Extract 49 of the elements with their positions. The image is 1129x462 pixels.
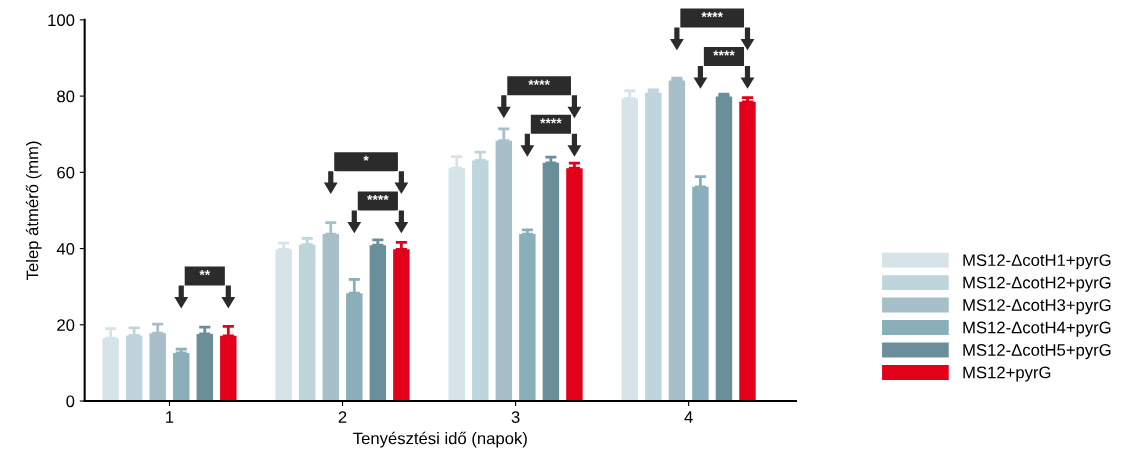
- x-tick-label: 1: [166, 411, 174, 423]
- bar: [495, 140, 513, 402]
- x-tick-label: 3: [511, 411, 520, 423]
- bar: [102, 338, 119, 402]
- bar: [346, 293, 363, 402]
- annotation: ****: [528, 79, 550, 86]
- bar: [220, 335, 237, 402]
- y-axis-title: Telep átmérő (mm): [25, 141, 42, 280]
- bar: [692, 186, 709, 402]
- annotation: ****: [367, 194, 389, 201]
- bar: [125, 335, 143, 402]
- x-axis-title: Tenyésztési idő (napok): [353, 431, 527, 448]
- y-tick-label: 20: [57, 319, 75, 331]
- annotation: ****: [713, 50, 735, 56]
- legend-label: MS12-ΔcotH5+pyrG: [963, 344, 1111, 360]
- bar: [566, 168, 583, 402]
- legend-label: MS12-ΔcotH4+pyrG: [963, 321, 1111, 337]
- bar: [621, 98, 639, 402]
- y-tick-label: 80: [57, 90, 75, 103]
- bar: [369, 245, 387, 402]
- legend-label: MS12+pyrG: [963, 366, 1051, 382]
- bar: [542, 162, 560, 402]
- bar: [393, 249, 410, 402]
- bar: [149, 333, 166, 402]
- x-tick-label: 2: [338, 411, 347, 423]
- x-tick-label: 4: [684, 411, 693, 423]
- bar: [668, 80, 686, 402]
- bar: [275, 249, 292, 402]
- bar: [739, 101, 756, 402]
- y-tick-label: 60: [57, 166, 75, 179]
- bar: [645, 92, 662, 402]
- annotation: *: [363, 155, 369, 161]
- bar: [299, 244, 316, 402]
- bar: [715, 96, 733, 402]
- bar: [173, 352, 190, 402]
- legend-label: MS12-ΔcotH1+pyrG: [963, 254, 1111, 270]
- y-tick-label: 0: [66, 395, 75, 408]
- bar: [472, 160, 489, 402]
- y-tick-label: 100: [48, 14, 75, 27]
- bar: [448, 168, 465, 402]
- legend-label: MS12-ΔcotH3+pyrG: [963, 299, 1111, 315]
- bar: [519, 234, 536, 402]
- annotation: ****: [540, 118, 562, 124]
- bar: [196, 333, 213, 402]
- text: ****: [701, 12, 723, 18]
- annotation: **: [199, 270, 211, 276]
- bar: [322, 234, 339, 402]
- y-tick-label: 40: [56, 242, 75, 255]
- legend-label: MS12-ΔcotH2+pyrG: [963, 276, 1111, 292]
